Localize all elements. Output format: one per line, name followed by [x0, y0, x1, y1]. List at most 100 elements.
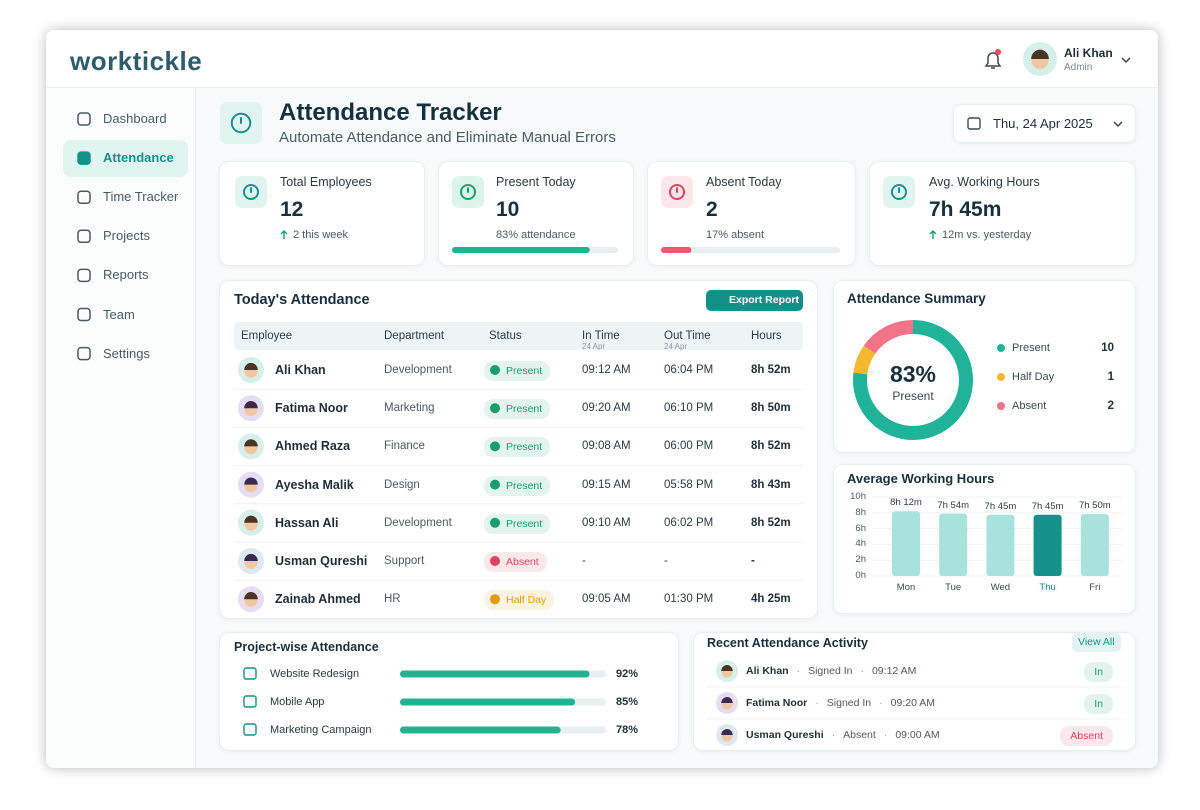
out-time: 06:10 PM: [664, 402, 714, 415]
activity-status-pill: In: [1084, 694, 1113, 714]
legend-label: Half Day: [1012, 371, 1055, 383]
column-note: 24 Apr: [582, 342, 606, 351]
legend-label: Present: [1012, 342, 1050, 354]
nav-item[interactable]: Projects: [103, 228, 150, 244]
status-pill: Present: [484, 475, 551, 496]
activity-name: Usman Qureshi: [746, 729, 824, 741]
nav-item[interactable]: Attendance: [103, 150, 174, 166]
column-header: Status: [489, 330, 522, 342]
logo: worktickle: [70, 46, 203, 76]
out-time: -: [664, 555, 668, 567]
stat-note: 12m vs. yesterday: [942, 229, 1032, 241]
x-tick-label: Thu: [1039, 582, 1056, 593]
y-tick-label: 10h: [850, 491, 866, 502]
stat-card: [219, 161, 425, 266]
section-title: Average Working Hours: [847, 471, 995, 486]
employee-name: Usman Qureshi: [275, 554, 368, 568]
export-button[interactable]: [706, 290, 803, 311]
hours: 8h 43m: [751, 478, 791, 491]
x-tick-label: Tue: [945, 582, 962, 593]
view-all-button[interactable]: View All: [1072, 633, 1121, 652]
hours: 8h 52m: [751, 364, 791, 376]
column-header: In Time: [582, 330, 620, 342]
section-title: Project-wise Attendance: [234, 640, 379, 654]
y-tick-label: 6h: [855, 522, 866, 534]
legend-value: 2: [1107, 400, 1114, 412]
activity-action: Absent: [832, 729, 876, 741]
nav-item[interactable]: Settings: [103, 345, 150, 361]
project-name: Website Redesign: [270, 668, 360, 680]
hours: 8h 52m: [751, 440, 791, 453]
column-header: Out Time: [664, 330, 711, 342]
stat-note: 2 this week: [293, 229, 349, 241]
activity-status-pill: Absent: [1060, 726, 1113, 746]
nav-item[interactable]: Dashboard: [103, 111, 167, 126]
nav-item[interactable]: Reports: [103, 267, 149, 283]
status-pill: Present: [484, 399, 551, 420]
status-pill: Present: [484, 513, 551, 534]
department: Development: [384, 364, 452, 376]
activity-row: Ali Khan Signed In 09:12 AM: [746, 661, 916, 681]
hours: 8h 50m: [751, 402, 791, 415]
activity-action: Signed In: [797, 665, 852, 677]
employee-name: Hassan Ali: [275, 515, 339, 530]
stat-progress-label: 83% attendance: [496, 229, 576, 241]
in-time: 09:15 AM: [582, 478, 631, 491]
hours: 8h 52m: [751, 516, 791, 529]
activity-row: Fatima Noor Signed In 09:20 AM: [746, 693, 935, 713]
employee-name: Ali Khan: [275, 363, 326, 377]
y-tick-label: 8h: [855, 506, 866, 518]
department: HR: [384, 593, 401, 606]
activity-name: Ali Khan: [746, 665, 789, 677]
activity-status-pill: In: [1084, 662, 1113, 682]
activity-name: Fatima Noor: [746, 697, 808, 709]
y-tick-label: 4h: [855, 538, 866, 550]
legend-label: Absent: [1012, 400, 1047, 412]
nav-item[interactable]: Time Tracker: [103, 189, 179, 205]
table-header: [234, 322, 803, 350]
legend-value: 1: [1107, 371, 1114, 383]
hours: -: [751, 555, 755, 567]
column-header: Employee: [241, 330, 293, 342]
activity-action: Signed In: [815, 697, 871, 709]
legend-value: 10: [1101, 342, 1114, 354]
donut-center-value: 83%: [889, 361, 937, 387]
date-picker: [953, 104, 1136, 143]
donut-center-label: Present: [892, 389, 934, 403]
column-note: 24 Apr: [664, 342, 688, 351]
nav-item[interactable]: Team: [103, 306, 135, 322]
date-text[interactable]: Thu, 24 Apr 2025: [993, 116, 1093, 131]
column-header: Hours: [751, 330, 782, 342]
bar-value-label: 7h 45m: [1031, 500, 1064, 512]
export-button-label[interactable]: Export Report: [729, 294, 800, 306]
section-title: Today's Attendance: [234, 292, 370, 308]
page-title: Attendance Tracker: [279, 99, 502, 126]
user-role: Admin: [1064, 62, 1093, 73]
stat-label: Absent Today: [706, 175, 782, 189]
status-pill: Present: [484, 437, 551, 458]
activity-time: 09:00 AM: [884, 729, 939, 741]
y-tick-label: 2h: [855, 554, 866, 566]
user-name: Ali Khan: [1064, 46, 1113, 60]
out-time: 06:04 PM: [664, 364, 714, 376]
bar-value-label: 7h 50m: [1078, 500, 1111, 512]
in-time: 09:08 AM: [582, 440, 631, 453]
stat-label: Avg. Working Hours: [929, 175, 1040, 189]
department: Marketing: [384, 402, 435, 415]
y-tick-label: 0h: [855, 570, 866, 581]
in-time: -: [582, 555, 586, 567]
x-tick-label: Wed: [990, 582, 1011, 593]
employee-name: Zainab Ahmed: [275, 592, 361, 607]
stat-value: 10: [496, 198, 520, 221]
stat-value: 2: [706, 198, 718, 221]
out-time: 06:02 PM: [664, 516, 714, 529]
sidebar: [46, 88, 196, 768]
bar-value-label: 7h 45m: [984, 500, 1017, 512]
column-header: Department: [384, 330, 445, 342]
in-time: 09:20 AM: [582, 402, 631, 415]
department: Finance: [384, 440, 425, 453]
hours: 4h 25m: [751, 593, 791, 606]
project-percent: 78%: [615, 724, 638, 736]
out-time: 06:00 PM: [664, 440, 714, 453]
section-title: Attendance Summary: [847, 291, 986, 306]
